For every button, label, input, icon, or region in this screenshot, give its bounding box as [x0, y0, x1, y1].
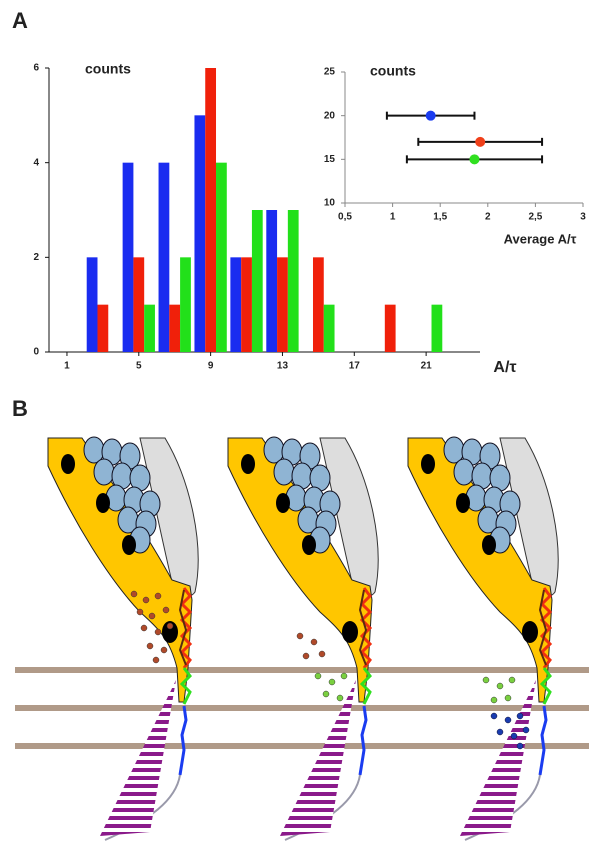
bar	[266, 210, 278, 352]
x-axis-label: A/τ	[493, 359, 516, 376]
bar	[97, 304, 109, 352]
bar	[122, 162, 134, 352]
y-tick-label: 10	[324, 198, 336, 209]
bar	[241, 257, 252, 352]
bar	[194, 115, 206, 352]
cell-diagram	[46, 435, 200, 842]
y-tick-label: 25	[324, 67, 336, 78]
bar	[205, 68, 217, 352]
panel-label: B	[12, 396, 28, 421]
cell-diagram	[226, 435, 380, 842]
bar	[251, 210, 263, 352]
x-tick-label: 17	[349, 361, 361, 372]
y-axis-label: counts	[370, 63, 416, 79]
bar	[312, 257, 324, 352]
x-tick-label: 1	[390, 212, 396, 223]
cell-diagram	[406, 435, 560, 842]
point	[469, 154, 480, 165]
x-axis-label: Average A/τ	[504, 231, 577, 246]
x-tick-label: 9	[208, 361, 214, 372]
x-tick-label: 21	[421, 361, 433, 372]
bar	[384, 304, 396, 352]
point	[475, 136, 486, 147]
x-tick-label: 13	[277, 361, 289, 372]
bar	[180, 257, 191, 352]
point	[425, 110, 436, 121]
x-tick-label: 1	[64, 361, 70, 372]
bar	[158, 162, 170, 352]
bar	[216, 162, 227, 352]
panel-label: A	[12, 8, 28, 33]
x-tick-label: 5	[136, 361, 142, 372]
bar	[230, 257, 242, 352]
bar	[86, 257, 98, 352]
y-tick-label: 0	[33, 347, 39, 358]
x-tick-label: 3	[580, 212, 586, 223]
y-tick-label: 6	[33, 63, 39, 74]
y-tick-label: 15	[324, 154, 336, 165]
x-tick-label: 0,5	[338, 212, 352, 223]
x-tick-label: 1,5	[433, 212, 447, 223]
y-tick-label: 20	[324, 110, 336, 121]
x-tick-label: 2	[485, 212, 491, 223]
y-tick-label: 4	[33, 157, 39, 168]
y-tick-label: 2	[33, 252, 39, 263]
illustration	[15, 435, 589, 842]
bar	[277, 257, 288, 352]
bar	[431, 304, 443, 352]
bar	[133, 257, 145, 352]
bar	[169, 304, 181, 352]
bar	[287, 210, 299, 352]
x-tick-label: 2,5	[528, 212, 542, 223]
y-axis-label: counts	[85, 61, 131, 77]
bar	[144, 304, 155, 352]
bar	[323, 304, 335, 352]
